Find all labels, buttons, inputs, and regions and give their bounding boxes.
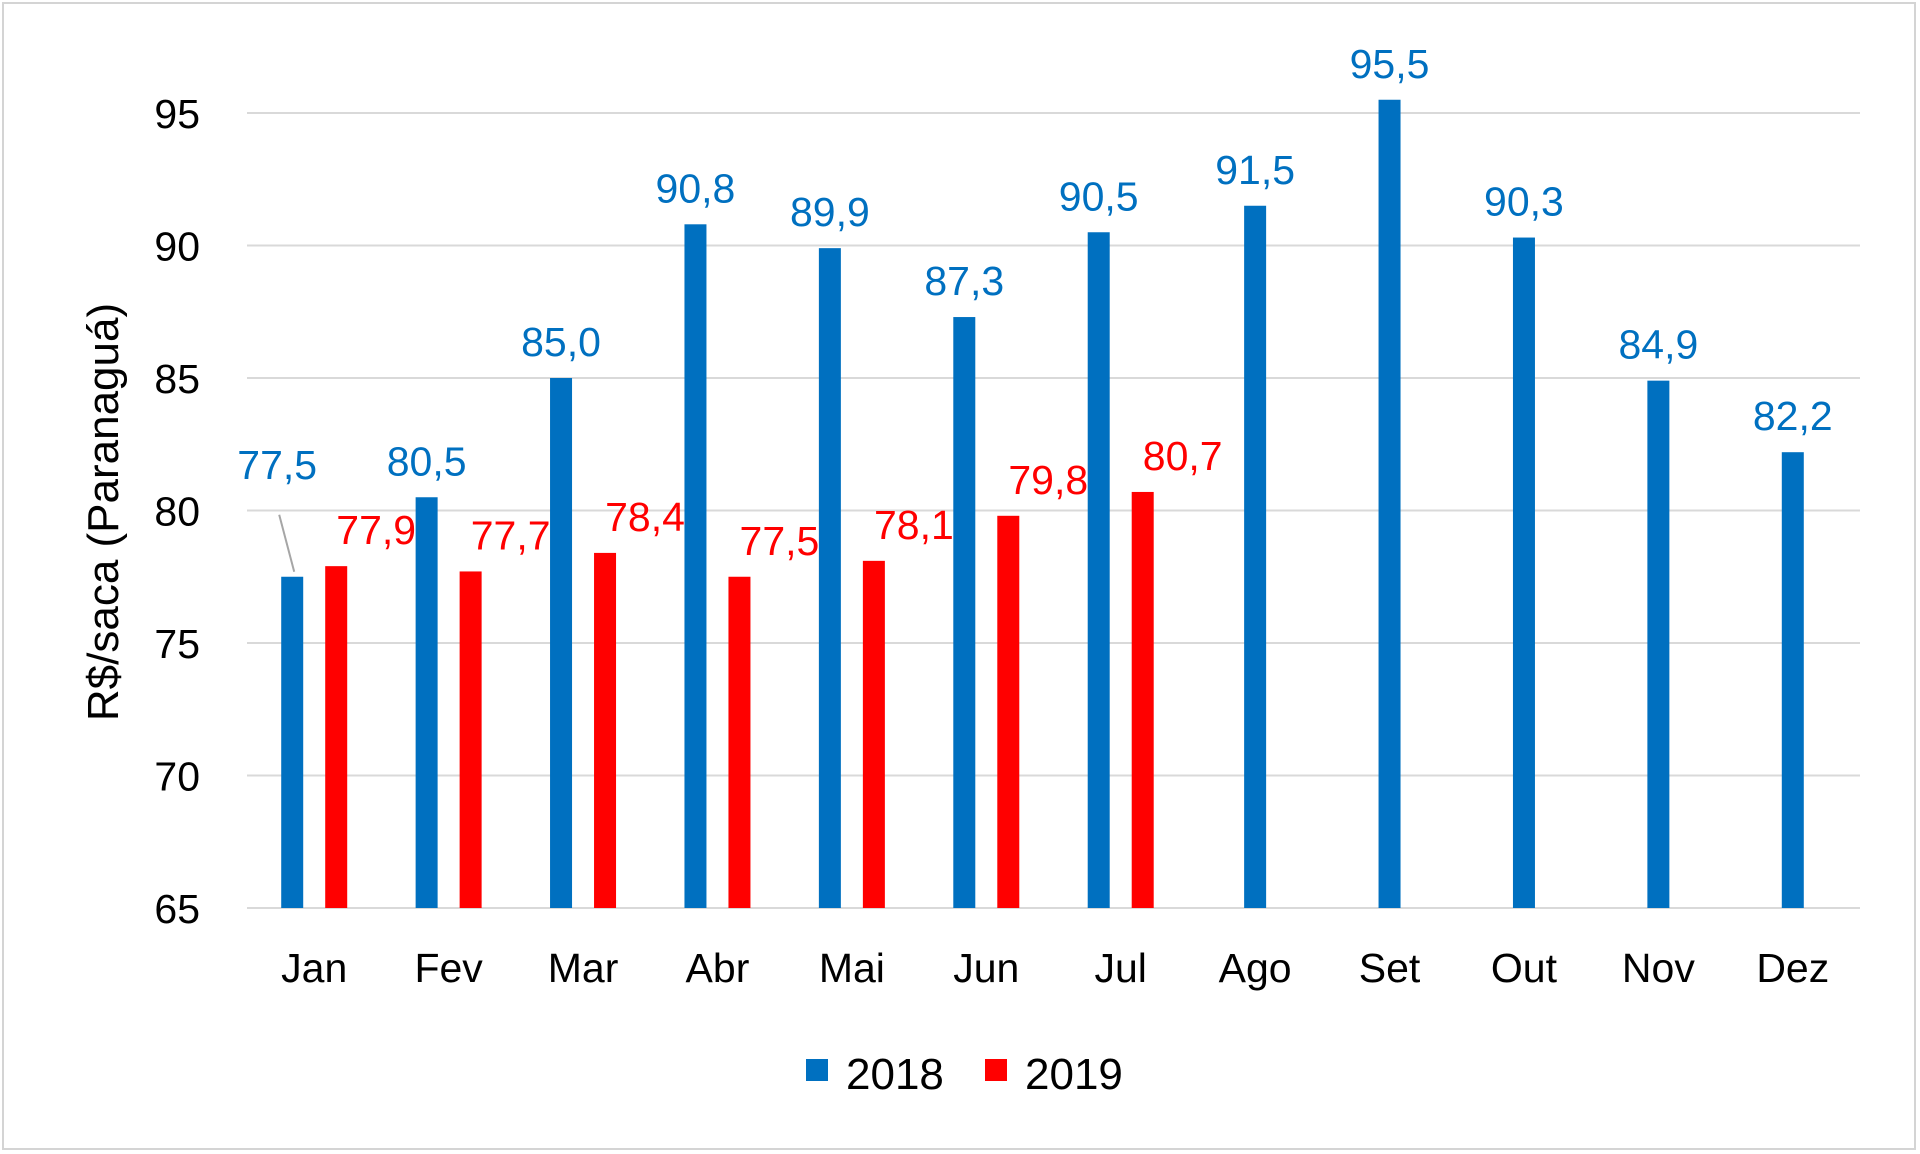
- y-tick-label-85: 85: [154, 356, 200, 402]
- bar-2019-mar: [594, 552, 617, 908]
- y-tick-label-95: 95: [154, 91, 200, 137]
- legend-label-2018: 2018: [846, 1050, 944, 1099]
- x-tick-label-out: Out: [1491, 945, 1558, 991]
- legend-label-2019: 2019: [1025, 1050, 1123, 1099]
- y-tick-label-70: 70: [154, 754, 200, 800]
- y-tick-label-75: 75: [154, 621, 200, 667]
- bar-2019-fev: [459, 571, 482, 908]
- x-tick-label-abr: Abr: [686, 945, 750, 991]
- bar-2018-mai: [818, 248, 841, 908]
- x-tick-label-dez: Dez: [1756, 945, 1829, 991]
- bar-2018-jun: [953, 317, 976, 908]
- legend-swatch-2019: [985, 1059, 1007, 1081]
- data-label-2018-set: 95,5: [1350, 41, 1430, 87]
- x-tick-label-jul: Jul: [1094, 945, 1146, 991]
- x-tick-label-jun: Jun: [953, 945, 1019, 991]
- data-label-2018-abr: 90,8: [656, 165, 736, 211]
- data-label-2019-abr: 77,5: [740, 518, 820, 564]
- legend: 2018 2019: [806, 1050, 1123, 1099]
- x-tick-label-set: Set: [1359, 945, 1421, 991]
- y-axis-ticks: 65 70 75 80 85 90 95: [154, 91, 200, 932]
- y-tick-label-80: 80: [154, 489, 200, 535]
- bar-2018-set: [1378, 99, 1401, 908]
- data-label-2018-jun: 87,3: [924, 258, 1004, 304]
- data-label-2019-fev: 77,7: [471, 512, 551, 558]
- y-tick-label-65: 65: [154, 886, 200, 932]
- bar-2018-ago: [1244, 205, 1267, 908]
- bar-2019-jun: [997, 515, 1020, 908]
- bar-2018-jul: [1087, 232, 1110, 908]
- data-label-2018-dez: 82,2: [1753, 393, 1833, 439]
- bar-2018-fev: [415, 497, 438, 908]
- x-tick-label-mai: Mai: [819, 945, 885, 991]
- data-labels: 77,5 77,9 80,577,7 85,0 78,4 90,8 77,5 89,9 78,1…: [237, 41, 1833, 573]
- data-label-2019-mar: 78,4: [605, 494, 685, 540]
- bar-2018-out: [1512, 237, 1535, 909]
- bar-2018-dez: [1781, 452, 1804, 908]
- bar-2019-abr: [728, 576, 751, 908]
- x-axis-ticks: Jan Fev Mar Abr Mai Jun Jul Ago Set Out Nov Dez: [281, 945, 1829, 991]
- bar-2018-jan: [281, 576, 304, 908]
- data-label-2019-jun: 79,8: [1008, 457, 1088, 503]
- bar-2018-mar: [550, 378, 573, 908]
- legend-swatch-2018: [806, 1059, 828, 1081]
- data-label-2018-fev: 80,5: [387, 438, 467, 484]
- x-tick-label-mar: Mar: [548, 945, 619, 991]
- y-axis-label: R$/saca (Paranaguá): [79, 303, 128, 721]
- data-label-leader-line: [278, 514, 296, 573]
- data-label-2019-mai: 78,1: [874, 502, 954, 548]
- x-tick-label-jan: Jan: [281, 945, 347, 991]
- data-label-2018-mai: 89,9: [790, 189, 870, 235]
- data-label-2019-jan: 77,9: [336, 507, 416, 553]
- gridlines: [247, 112, 1860, 909]
- bar-2019-jan: [325, 566, 348, 908]
- data-label-2019-jul: 80,7: [1143, 433, 1223, 479]
- y-tick-label-90: 90: [154, 224, 200, 270]
- data-label-2018-mar: 85,0: [521, 319, 601, 365]
- data-label-2018-out: 90,3: [1484, 179, 1564, 225]
- x-tick-label-fev: Fev: [414, 945, 483, 991]
- data-label-2018-jul: 90,5: [1059, 173, 1139, 219]
- data-label-2018-nov: 84,9: [1618, 322, 1698, 368]
- x-tick-label-nov: Nov: [1622, 945, 1695, 991]
- bar-2019-jul: [1131, 491, 1154, 908]
- bar-2018-nov: [1647, 380, 1670, 908]
- data-label-2018-jan: 77,5: [237, 442, 317, 488]
- bar-2019-mai: [862, 560, 885, 908]
- x-tick-label-ago: Ago: [1219, 945, 1292, 991]
- data-label-2018-ago: 91,5: [1215, 147, 1295, 193]
- bar-2018-abr: [684, 224, 707, 909]
- bars: [281, 99, 1804, 909]
